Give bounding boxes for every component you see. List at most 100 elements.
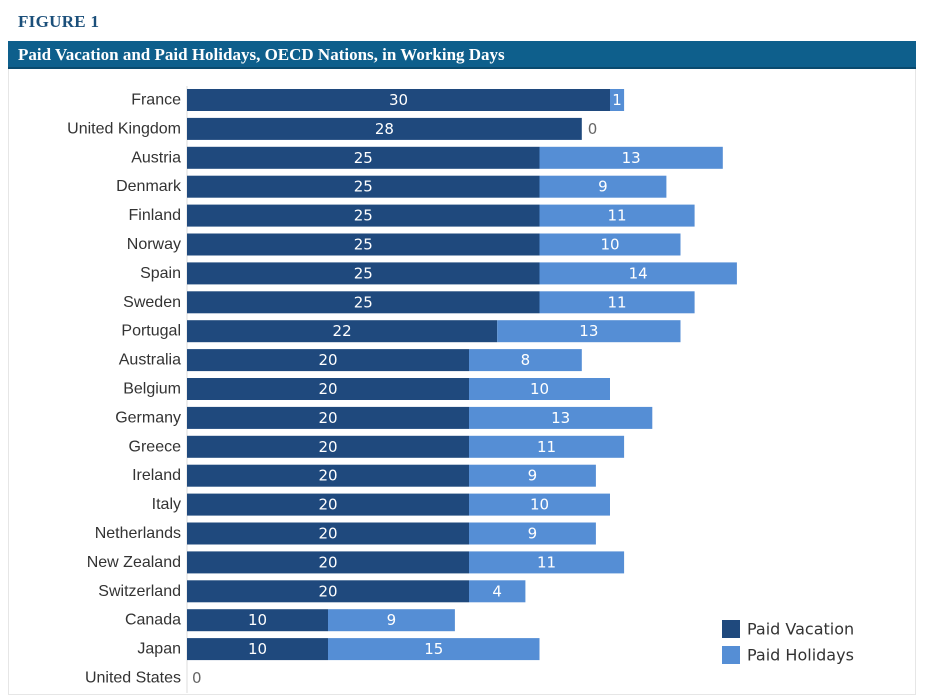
bar-new-zealand-paid-vacation — [187, 551, 469, 574]
bar-greece-paid-holidays — [469, 435, 625, 458]
value-label-austria-paid-holidays: 13 — [622, 149, 641, 167]
value-label-japan-paid-vacation: 10 — [248, 640, 267, 658]
value-label-norway-paid-vacation: 25 — [354, 236, 373, 254]
bar-united-kingdom-paid-vacation — [187, 117, 582, 140]
value-label-united-kingdom-paid-holidays: 0 — [588, 120, 598, 138]
bar-australia-paid-holidays — [469, 349, 582, 372]
bar-spain-paid-vacation — [187, 262, 540, 285]
bar-denmark-paid-vacation — [187, 175, 540, 198]
bar-austria-paid-holidays — [539, 146, 723, 169]
value-label-switzerland-paid-holidays: 4 — [492, 582, 502, 600]
value-label-sweden-paid-holidays: 11 — [608, 293, 627, 311]
category-label-australia: Australia — [119, 352, 181, 369]
bar-japan-paid-vacation — [187, 638, 328, 661]
category-label-belgium: Belgium — [123, 381, 181, 398]
bar-france-paid-holidays — [610, 89, 625, 111]
bar-belgium-paid-holidays — [469, 378, 610, 400]
bar-finland-paid-holidays — [539, 204, 695, 227]
bar-greece-paid-vacation — [187, 435, 469, 458]
category-label-japan: Japan — [137, 641, 181, 658]
legend: Paid Vacation Paid Holidays — [722, 620, 854, 665]
value-label-italy-paid-vacation: 20 — [318, 496, 337, 514]
category-label-switzerland: Switzerland — [98, 583, 181, 600]
bar-sweden-paid-vacation — [187, 291, 540, 314]
value-label-canada-paid-vacation: 10 — [248, 611, 267, 629]
category-label-canada: Canada — [125, 612, 181, 629]
bar-portugal-paid-holidays — [497, 320, 681, 343]
bar-norway-paid-vacation — [187, 233, 540, 256]
value-label-germany-paid-holidays: 13 — [551, 409, 570, 427]
bar-belgium-paid-vacation — [187, 378, 469, 400]
bar-germany-paid-vacation — [187, 406, 469, 429]
bar-spain-paid-holidays — [539, 262, 737, 285]
category-label-greece: Greece — [129, 438, 182, 455]
value-label-austria-paid-vacation: 25 — [354, 149, 373, 167]
bar-ireland-paid-vacation — [187, 464, 469, 487]
chart-frame — [8, 69, 916, 695]
value-label-ireland-paid-holidays: 9 — [528, 467, 538, 485]
bar-portugal-paid-vacation — [187, 320, 498, 343]
bar-france-paid-vacation — [187, 89, 610, 111]
category-label-france: France — [131, 92, 181, 109]
value-label-denmark-paid-holidays: 9 — [598, 178, 608, 196]
category-label-netherlands: Netherlands — [95, 525, 181, 542]
value-label-belgium-paid-holidays: 10 — [530, 380, 549, 398]
category-label-italy: Italy — [152, 496, 181, 513]
legend-label-paid-vacation: Paid Vacation — [747, 620, 854, 639]
category-label-norway: Norway — [127, 236, 181, 253]
value-label-greece-paid-vacation: 20 — [318, 438, 337, 456]
category-label-spain: Spain — [140, 265, 181, 282]
value-label-switzerland-paid-vacation: 20 — [318, 582, 337, 600]
category-label-germany: Germany — [115, 409, 181, 426]
value-label-belgium-paid-vacation: 20 — [318, 380, 337, 398]
category-label-austria: Austria — [131, 149, 181, 166]
value-label-denmark-paid-vacation: 25 — [354, 178, 373, 196]
bar-netherlands-paid-vacation — [187, 522, 469, 545]
bar-canada-paid-vacation — [187, 609, 328, 632]
category-label-united-states: United States — [85, 670, 181, 687]
bar-australia-paid-vacation — [187, 349, 469, 372]
value-label-spain-paid-vacation: 25 — [354, 264, 373, 282]
figure-label: FIGURE 1 — [18, 12, 100, 31]
value-label-australia-paid-vacation: 20 — [318, 351, 337, 369]
bars-layer: France 30 1 United Kingdom 28 0 Austria 25 13 Den… — [67, 89, 737, 687]
legend-label-paid-holidays: Paid Holidays — [747, 646, 854, 665]
bar-sweden-paid-holidays — [539, 291, 695, 314]
value-label-australia-paid-holidays: 8 — [521, 351, 531, 369]
category-label-united-kingdom: United Kingdom — [67, 120, 181, 137]
category-label-ireland: Ireland — [132, 467, 181, 484]
legend-swatch-paid-holidays — [722, 646, 740, 664]
bar-finland-paid-vacation — [187, 204, 540, 227]
value-label-france-paid-vacation: 30 — [389, 91, 408, 109]
value-label-japan-paid-holidays: 15 — [424, 640, 443, 658]
bar-switzerland-paid-holidays — [469, 580, 526, 603]
value-label-greece-paid-holidays: 11 — [537, 438, 556, 456]
legend-swatch-paid-vacation — [722, 620, 740, 638]
chart-title: Paid Vacation and Paid Holidays, OECD Na… — [18, 45, 505, 64]
bar-netherlands-paid-holidays — [469, 522, 596, 545]
bar-switzerland-paid-vacation — [187, 580, 469, 603]
value-label-finland-paid-vacation: 25 — [354, 207, 373, 225]
value-label-spain-paid-holidays: 14 — [629, 264, 648, 282]
value-label-finland-paid-holidays: 11 — [608, 207, 627, 225]
value-label-new-zealand-paid-vacation: 20 — [318, 553, 337, 571]
value-label-ireland-paid-vacation: 20 — [318, 467, 337, 485]
value-label-netherlands-paid-vacation: 20 — [318, 525, 337, 543]
bar-italy-paid-vacation — [187, 493, 469, 516]
value-label-sweden-paid-vacation: 25 — [354, 293, 373, 311]
bar-canada-paid-holidays — [328, 609, 455, 632]
bar-norway-paid-holidays — [539, 233, 681, 256]
category-label-finland: Finland — [129, 207, 181, 224]
value-label-netherlands-paid-holidays: 9 — [528, 525, 538, 543]
value-label-new-zealand-paid-holidays: 11 — [537, 553, 556, 571]
category-label-new-zealand: New Zealand — [87, 554, 181, 571]
value-label-germany-paid-vacation: 20 — [318, 409, 337, 427]
value-label-united-kingdom-paid-vacation: 28 — [375, 120, 394, 138]
category-label-sweden: Sweden — [123, 294, 181, 311]
value-label-portugal-paid-holidays: 13 — [579, 322, 598, 340]
bar-germany-paid-holidays — [469, 406, 653, 429]
value-label-norway-paid-holidays: 10 — [600, 236, 619, 254]
value-label-united-states-paid-vacation: 0 — [192, 669, 202, 687]
bar-new-zealand-paid-holidays — [469, 551, 625, 574]
